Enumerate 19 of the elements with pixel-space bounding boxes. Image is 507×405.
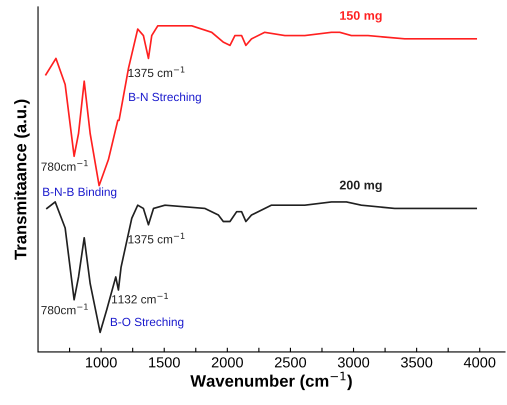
y-axis-title: Transmitaance (a.u.) <box>14 100 30 260</box>
x-tick-label: 1500 <box>149 357 180 368</box>
x-tick-label: 3500 <box>400 357 432 368</box>
annotation: 780cm$^{−1}$ <box>41 160 88 171</box>
x-axis-title: Wavenumber (cm$^{−1}$) <box>190 372 352 390</box>
x-tick-label: 1000 <box>86 357 117 368</box>
annotation: B-O Streching <box>110 317 184 328</box>
annotation: B-N-B Binding <box>43 187 116 198</box>
x-tick-label: 3000 <box>338 357 370 368</box>
series-label: 200 mg <box>340 180 382 192</box>
x-tick-label: 4000 <box>464 357 496 368</box>
annotation: B-N Streching <box>129 92 201 104</box>
x-tick-label: 2000 <box>212 357 243 368</box>
annotation: 1375 cm$^{−1}$ <box>128 66 184 78</box>
annotation: 780cm$^{−1}$ <box>41 304 88 314</box>
annotation: 1375 cm$^{−1}$ <box>128 232 184 244</box>
x-tick-label: 2500 <box>274 357 306 368</box>
series-label: 150 mg <box>340 11 382 22</box>
annotation: 1132 cm$^{−1}$ <box>112 292 168 304</box>
